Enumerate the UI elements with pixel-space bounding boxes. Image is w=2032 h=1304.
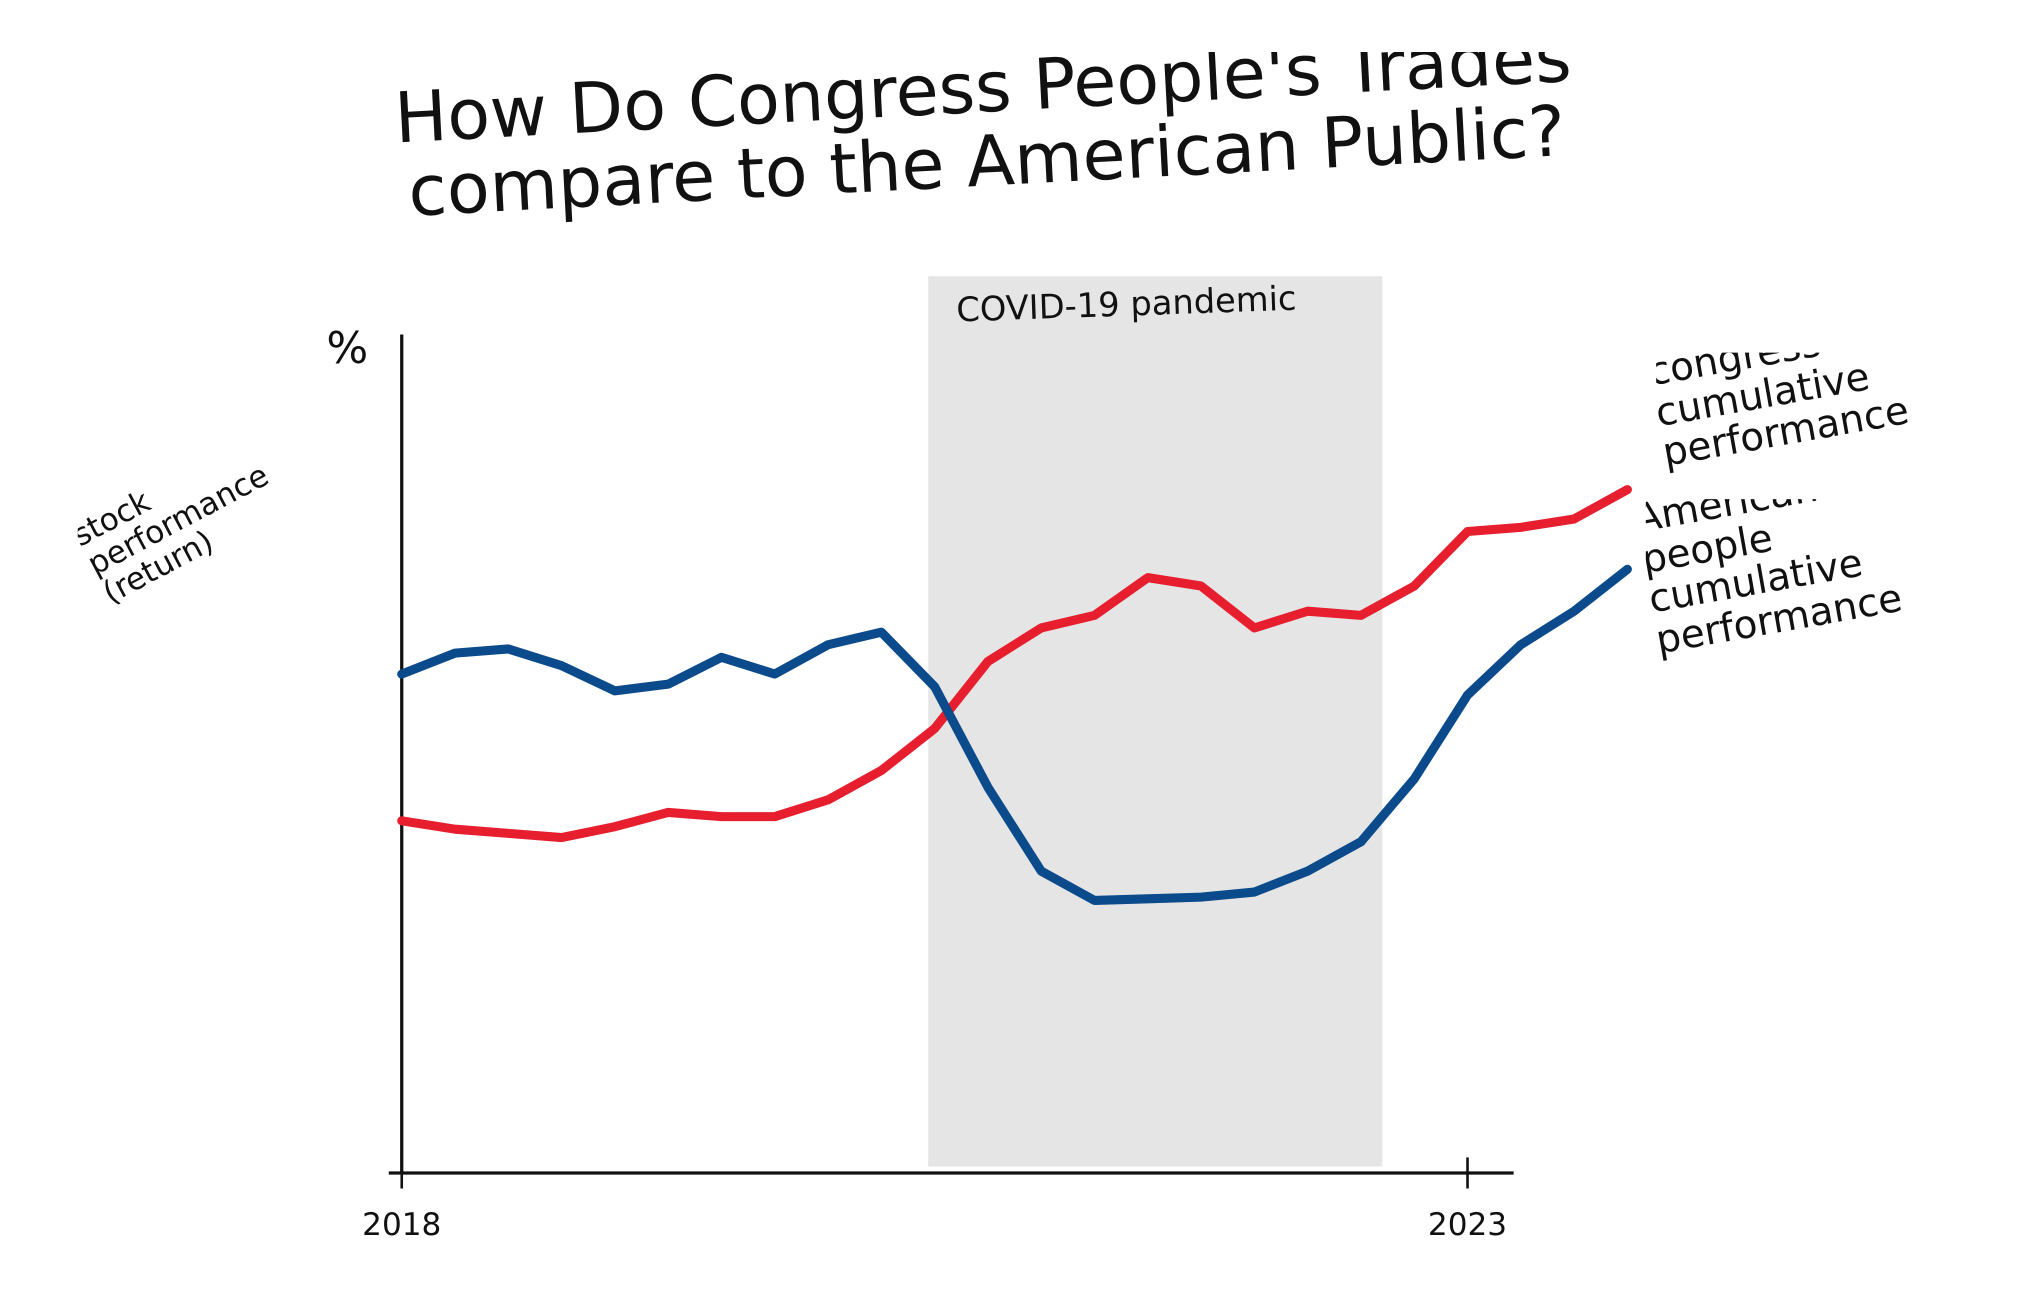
line-series xyxy=(397,485,1632,843)
x-tick-label: 2018 xyxy=(362,1207,441,1243)
series-label-box: American people cumulative performance xyxy=(1645,499,1906,664)
title-box: How Do Congress People's Trades compare … xyxy=(392,51,1574,233)
y-unit: % xyxy=(326,323,368,374)
y-label-box: stock performance (return) xyxy=(77,466,275,612)
chart-title: How Do Congress People's Trades compare … xyxy=(392,51,1574,233)
y-axis-label: stock performance (return) xyxy=(77,466,275,612)
x-tick-label: 2023 xyxy=(1428,1207,1507,1243)
series-label: congress cumulative performance xyxy=(1656,352,1913,477)
line-series xyxy=(397,564,1632,905)
series-label: American people cumulative performance xyxy=(1645,499,1906,664)
shaded-region xyxy=(928,276,1383,1167)
